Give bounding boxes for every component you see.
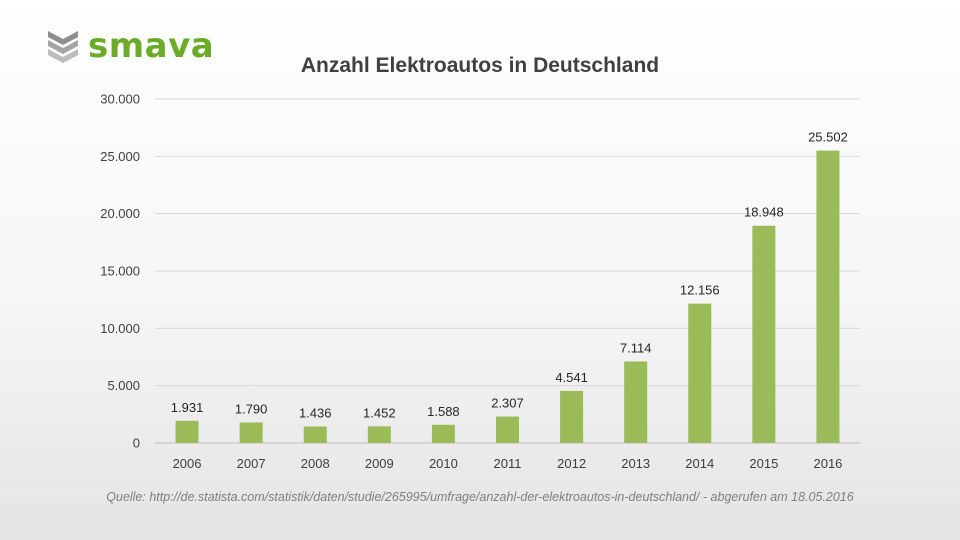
x-tick-label: 2013 (621, 456, 650, 471)
y-tick-label: 0 (133, 436, 140, 451)
bar (303, 426, 327, 443)
x-tick-label: 2016 (813, 456, 842, 471)
data-label: 1.931 (171, 400, 204, 415)
y-tick-label: 10.000 (100, 321, 140, 336)
data-label: 1.790 (235, 401, 268, 416)
logo: smava (46, 26, 214, 66)
y-tick-label: 15.000 (100, 264, 140, 279)
source-note: Quelle: http://de.statista.com/statistik… (106, 490, 854, 504)
bar (496, 416, 519, 443)
bar (239, 422, 263, 443)
data-label: 12.156 (680, 283, 720, 298)
x-tick-label: 2011 (494, 456, 522, 471)
x-tick-label: 2015 (749, 456, 778, 471)
x-tick-label: 2007 (237, 456, 266, 471)
x-tick-label: 2006 (173, 456, 202, 471)
brand-name: smava (88, 26, 215, 66)
y-tick-label: 30.000 (100, 92, 140, 107)
data-label: 4.541 (555, 370, 588, 385)
chart-title: Anzahl Elektroautos in Deutschland (300, 54, 660, 77)
x-tick-label: 2014 (685, 456, 714, 471)
bar (367, 426, 391, 443)
bar (624, 361, 648, 443)
data-label: 1.436 (299, 406, 332, 421)
data-label: 18.948 (744, 205, 784, 220)
y-tick-label: 5.000 (107, 378, 140, 393)
data-label: 7.114 (620, 340, 652, 355)
y-tick-label: 20.000 (100, 206, 140, 221)
bar (688, 303, 712, 443)
bar (816, 150, 840, 443)
y-tick-label: 25.000 (100, 149, 140, 164)
bar (560, 390, 584, 443)
data-label: 2.307 (491, 396, 524, 411)
data-label: 1.452 (363, 405, 396, 420)
bar (175, 420, 199, 443)
x-tick-label: 2008 (301, 456, 330, 471)
smava-shield-icon (48, 31, 78, 63)
bar (431, 424, 455, 443)
x-tick-label: 2012 (557, 456, 586, 471)
data-label: 25.502 (808, 130, 848, 145)
bar (752, 225, 776, 443)
x-tick-label: 2009 (365, 456, 394, 471)
data-label: 1.588 (427, 404, 460, 419)
x-tick-label: 2010 (429, 456, 458, 471)
